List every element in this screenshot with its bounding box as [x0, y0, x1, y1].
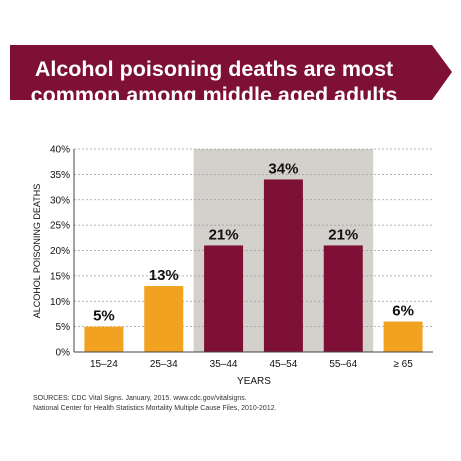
x-tick-label: 15–24: [90, 359, 118, 370]
y-tick-label: 25%: [50, 221, 70, 232]
x-tick-label: ≥ 65: [393, 359, 413, 370]
y-tick-label: 35%: [50, 170, 70, 181]
bar-6: [383, 321, 423, 352]
bar-3: [204, 245, 244, 352]
sources-line-1: SOURCES: CDC Vital Signs. January, 2015.…: [33, 395, 247, 402]
banner-arrow-shape: [10, 45, 452, 100]
data-label: 13%: [149, 267, 179, 284]
y-tick-label: 20%: [50, 246, 70, 257]
data-label: 6%: [392, 303, 414, 320]
data-label: 21%: [328, 226, 358, 243]
x-tick-label: 35–44: [210, 359, 238, 370]
x-tick-label: 55–64: [329, 359, 357, 370]
data-label: 5%: [93, 308, 115, 325]
bar-5: [323, 245, 363, 352]
sources-note: SOURCES: CDC Vital Signs. January, 2015.…: [33, 394, 453, 414]
banner-title-line-2: common among middle aged adults: [30, 83, 398, 107]
x-axis-label: YEARS: [237, 376, 271, 387]
banner-title-line-1: Alcohol poisoning deaths are most: [34, 57, 394, 81]
data-label: 21%: [209, 226, 239, 243]
y-tick-label: 10%: [50, 297, 70, 308]
y-tick-label: 5%: [56, 322, 71, 333]
bar-4: [263, 179, 303, 352]
bar-1: [84, 326, 124, 352]
x-tick-label: 45–54: [270, 359, 298, 370]
y-tick-label: 0%: [56, 348, 71, 359]
bar-2: [144, 286, 184, 352]
y-axis-label: ALCOHOL POISONING DEATHS: [32, 184, 42, 319]
y-tick-label: 40%: [50, 145, 70, 156]
y-tick-label: 30%: [50, 195, 70, 206]
y-tick-label: 15%: [50, 271, 70, 282]
data-label: 34%: [268, 160, 298, 177]
sources-line-2: National Center for Health Statistics Mo…: [33, 405, 277, 412]
title-banner: [10, 45, 452, 100]
x-tick-label: 25–34: [150, 359, 178, 370]
